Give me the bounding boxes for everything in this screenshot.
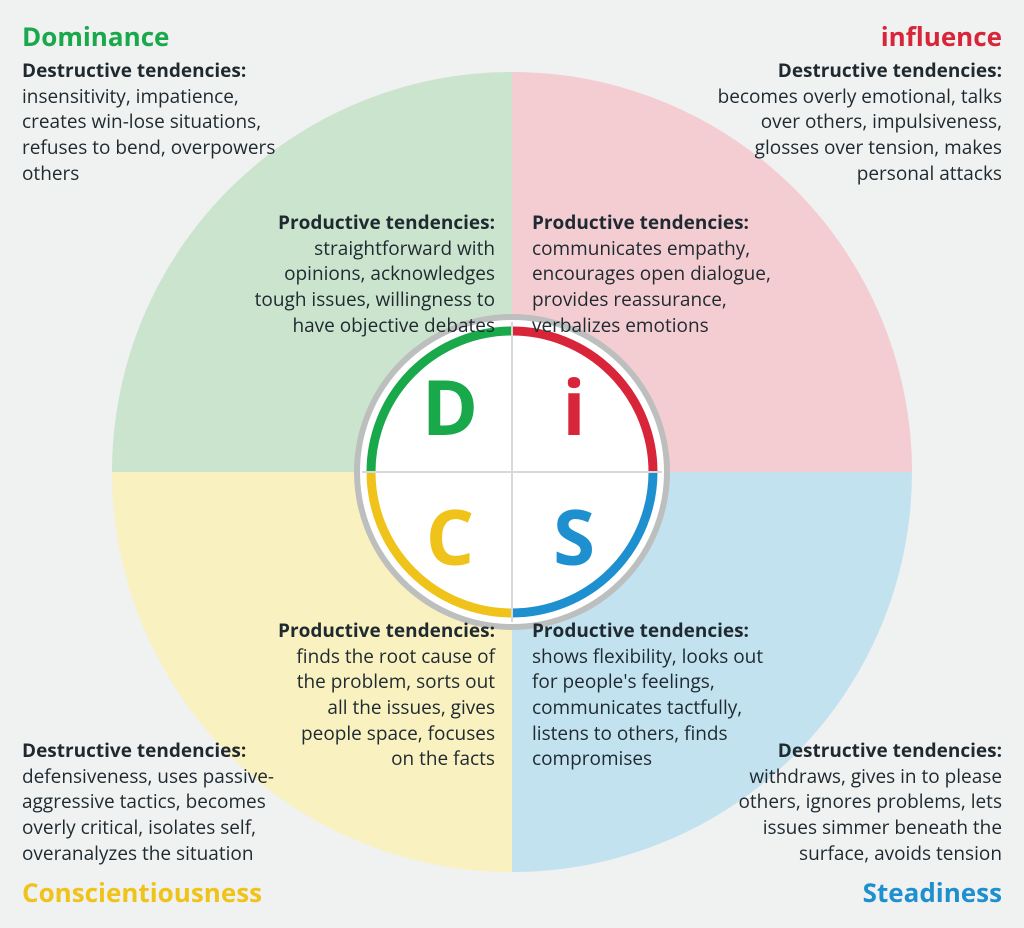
i-productive-label: Productive tendencies: bbox=[532, 209, 749, 235]
d-productive-label: Productive tendencies: bbox=[278, 209, 495, 235]
c-destructive-text: defensiveness, uses passive-aggressive t… bbox=[22, 763, 274, 866]
i-productive: Productive tendencies: communicates empa… bbox=[532, 210, 782, 338]
c-destructive: Destructive tendencies: defensiveness, u… bbox=[22, 738, 322, 866]
d-productive-text: straightforward with opinions, acknowled… bbox=[255, 235, 495, 338]
i-productive-text: communicates empathy, encourages open di… bbox=[532, 235, 771, 338]
c-destructive-label: Destructive tendencies: bbox=[22, 737, 246, 763]
title-steadiness: Steadiness bbox=[863, 874, 1002, 910]
c-productive-text: finds the root cause of the problem, sor… bbox=[296, 643, 495, 772]
disc-diagram: D i C S Dominance influence Conscientiou… bbox=[0, 0, 1024, 928]
c-productive-label: Productive tendencies: bbox=[278, 617, 495, 643]
d-destructive-label: Destructive tendencies: bbox=[22, 57, 246, 83]
letter-c: C bbox=[426, 485, 474, 588]
title-influence: influence bbox=[881, 18, 1002, 54]
s-productive-label: Productive tendencies: bbox=[532, 617, 749, 643]
letter-d: D bbox=[422, 355, 478, 458]
title-conscientiousness: Conscientiousness bbox=[22, 874, 262, 910]
s-destructive-text: withdraws, gives in to please others, ig… bbox=[738, 763, 1002, 866]
d-destructive: Destructive tendencies: insensitivity, i… bbox=[22, 58, 292, 186]
d-productive: Productive tendencies: straightforward w… bbox=[245, 210, 495, 338]
i-destructive-text: becomes overly emotional, talks over oth… bbox=[718, 83, 1002, 186]
title-dominance: Dominance bbox=[22, 18, 169, 54]
letter-i: i bbox=[562, 355, 585, 458]
d-destructive-text: insensitivity, impatience, creates win-l… bbox=[22, 83, 275, 186]
s-destructive-label: Destructive tendencies: bbox=[778, 737, 1002, 763]
i-destructive: Destructive tendencies: becomes overly e… bbox=[702, 58, 1002, 186]
i-destructive-label: Destructive tendencies: bbox=[778, 57, 1002, 83]
s-destructive: Destructive tendencies: withdraws, gives… bbox=[702, 738, 1002, 866]
letter-s: S bbox=[553, 485, 595, 588]
